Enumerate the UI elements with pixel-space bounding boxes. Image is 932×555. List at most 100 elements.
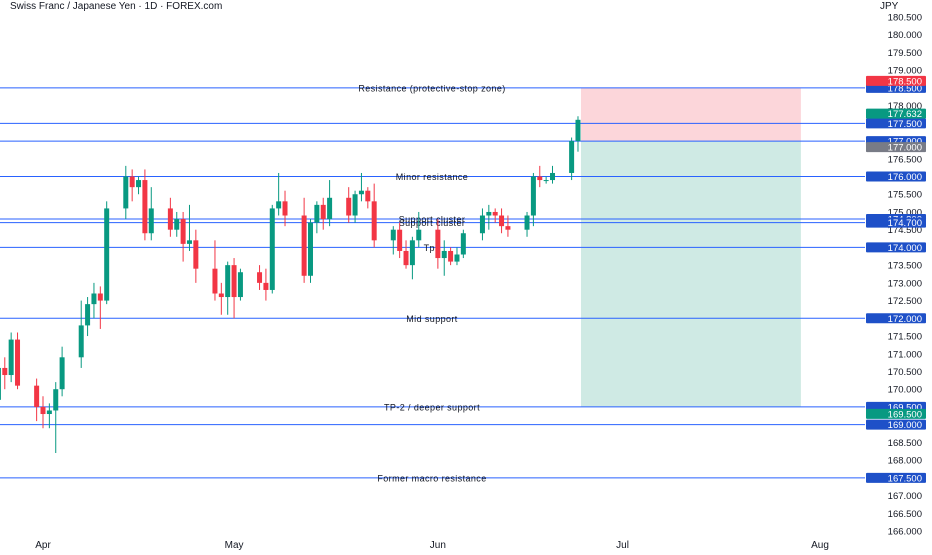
candle-body [167, 208, 173, 230]
x-tick-label: May [225, 540, 244, 550]
candle-body [129, 176, 135, 188]
y-tick-label: 168.000 [888, 456, 922, 467]
candle-body [327, 197, 333, 220]
candle-body [537, 176, 543, 181]
candle-body [530, 176, 536, 216]
price-tag [866, 142, 926, 153]
candle-body [148, 208, 154, 234]
y-tick-label: 175.500 [888, 190, 922, 201]
level-label: Resistance (protective-stop zone) [358, 83, 505, 93]
candle-body [307, 222, 313, 276]
price-tag-label: 178.500 [888, 83, 922, 94]
chart-title: Swiss Franc / Japanese Yen · 1D · FOREX.… [10, 1, 222, 12]
y-tick-label: 170.000 [888, 385, 922, 396]
candle-body [186, 240, 192, 244]
y-tick-label: 175.000 [888, 207, 922, 218]
candle-body [218, 293, 224, 298]
y-tick-label: 166.000 [888, 527, 922, 538]
price-tag-label: 169.500 [888, 409, 922, 420]
candle-body [314, 204, 320, 223]
price-tag-label: 177.500 [888, 119, 922, 130]
candle-body [492, 211, 498, 216]
y-tick-label: 180.000 [888, 30, 922, 41]
candle-body [85, 304, 91, 326]
price-tag [866, 217, 926, 228]
candle-body [365, 190, 371, 202]
candle-body [231, 265, 237, 298]
candle-body [346, 197, 352, 216]
price-tag-label: 172.000 [888, 314, 922, 325]
price-tag [866, 171, 926, 182]
price-tag [866, 75, 926, 86]
price-tag [866, 472, 926, 483]
level-label: Tp1 [424, 243, 441, 253]
candle-body [486, 211, 492, 216]
candle-body [269, 208, 275, 290]
candle-body [435, 229, 441, 259]
x-tick-label: Jul [616, 540, 629, 550]
y-tick-label: 179.000 [888, 66, 922, 77]
x-tick-label: Aug [811, 540, 829, 550]
price-tag-label: 177.632 [888, 109, 922, 120]
candle-body [212, 268, 218, 294]
y-tick-label: 170.500 [888, 367, 922, 378]
candle-body [78, 325, 84, 358]
candle-body [59, 357, 65, 390]
candle-body [403, 250, 409, 266]
y-tick-label: 171.000 [888, 349, 922, 360]
candle-body [550, 172, 556, 181]
candle-body [454, 254, 460, 262]
level-label: Support cluster [399, 215, 466, 225]
y-tick-label: 168.500 [888, 438, 922, 449]
candle-body [104, 208, 110, 301]
candle-body [499, 215, 505, 227]
candle-body [34, 385, 40, 407]
y-tick-label: 167.000 [888, 491, 922, 502]
candle-body [397, 229, 403, 251]
price-tag [866, 313, 926, 324]
y-tick-label: 173.500 [888, 261, 922, 272]
candle-body [543, 180, 549, 182]
candle-body [460, 233, 466, 255]
price-tag-label: 174.000 [888, 243, 922, 254]
y-tick-label: 178.000 [888, 101, 922, 112]
y-tick-label: 176.500 [888, 154, 922, 165]
candle-body [524, 215, 530, 230]
y-tick-label: 173.000 [888, 278, 922, 289]
price-tag [866, 108, 926, 119]
candle-body [569, 141, 575, 173]
price-tag-label: 174.700 [888, 218, 922, 229]
candle-body [15, 339, 21, 386]
candle-body [390, 229, 396, 241]
level-label: Minor resistance [396, 172, 468, 182]
candle-body [479, 215, 485, 234]
candle-body [123, 176, 129, 209]
candle-body [263, 282, 269, 290]
y-tick-label: 166.500 [888, 509, 922, 520]
level-label: TP-2 / deeper support [384, 402, 480, 412]
candle-body [371, 201, 377, 241]
currency-label: JPY [880, 1, 899, 12]
price-tag [866, 118, 926, 129]
level-label: Mid support [406, 314, 458, 324]
price-tag-label: 169.000 [888, 420, 922, 431]
candle-body [53, 389, 59, 411]
candle-body [142, 180, 148, 234]
candle-body [136, 180, 142, 188]
candle-body [237, 272, 243, 298]
candle-body [441, 250, 447, 259]
price-tag [866, 242, 926, 253]
candle-body [8, 339, 14, 376]
y-tick-label: 179.500 [888, 48, 922, 59]
candle-body [358, 190, 364, 195]
level-label: Former macro resistance [377, 473, 486, 483]
price-tag-label: 178.500 [888, 76, 922, 87]
y-tick-label: 171.500 [888, 332, 922, 343]
candle-body [46, 410, 52, 415]
candle-body [575, 119, 581, 142]
profit-target-zone [580, 141, 801, 407]
candle-body [301, 215, 307, 276]
candle-body [2, 367, 8, 376]
price-tag-label: 177.000 [888, 143, 922, 154]
